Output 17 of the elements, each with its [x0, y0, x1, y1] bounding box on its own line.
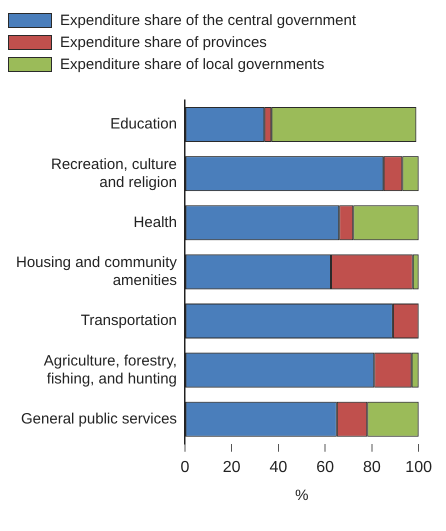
x-tick-label: 20: [222, 458, 241, 476]
legend-label: Expenditure share of local governments: [60, 56, 324, 73]
y-tick-label: Housing and community amenities: [16, 254, 178, 290]
y-tick-label: Recreation, culture and religion: [51, 156, 177, 191]
x-tick-label: 80: [363, 458, 381, 476]
y-tick-label: Agriculture, forestry, fishing, and hunting: [44, 352, 177, 388]
legend-label: Expenditure share of the central government: [60, 12, 356, 29]
x-tick-label: 40: [270, 458, 288, 476]
x-tick-label: 0: [180, 458, 190, 476]
y-tick-label: General public services: [21, 410, 177, 428]
x-axis-title: %: [295, 487, 308, 504]
x-tick-label: 60: [316, 458, 334, 476]
y-tick-label: Education: [110, 116, 177, 133]
y-tick-label: Transportation: [80, 312, 177, 330]
legend-label: Expenditure share of provinces: [60, 34, 267, 51]
y-tick-label: Health: [134, 214, 177, 231]
x-tick-label: 100: [405, 458, 432, 476]
